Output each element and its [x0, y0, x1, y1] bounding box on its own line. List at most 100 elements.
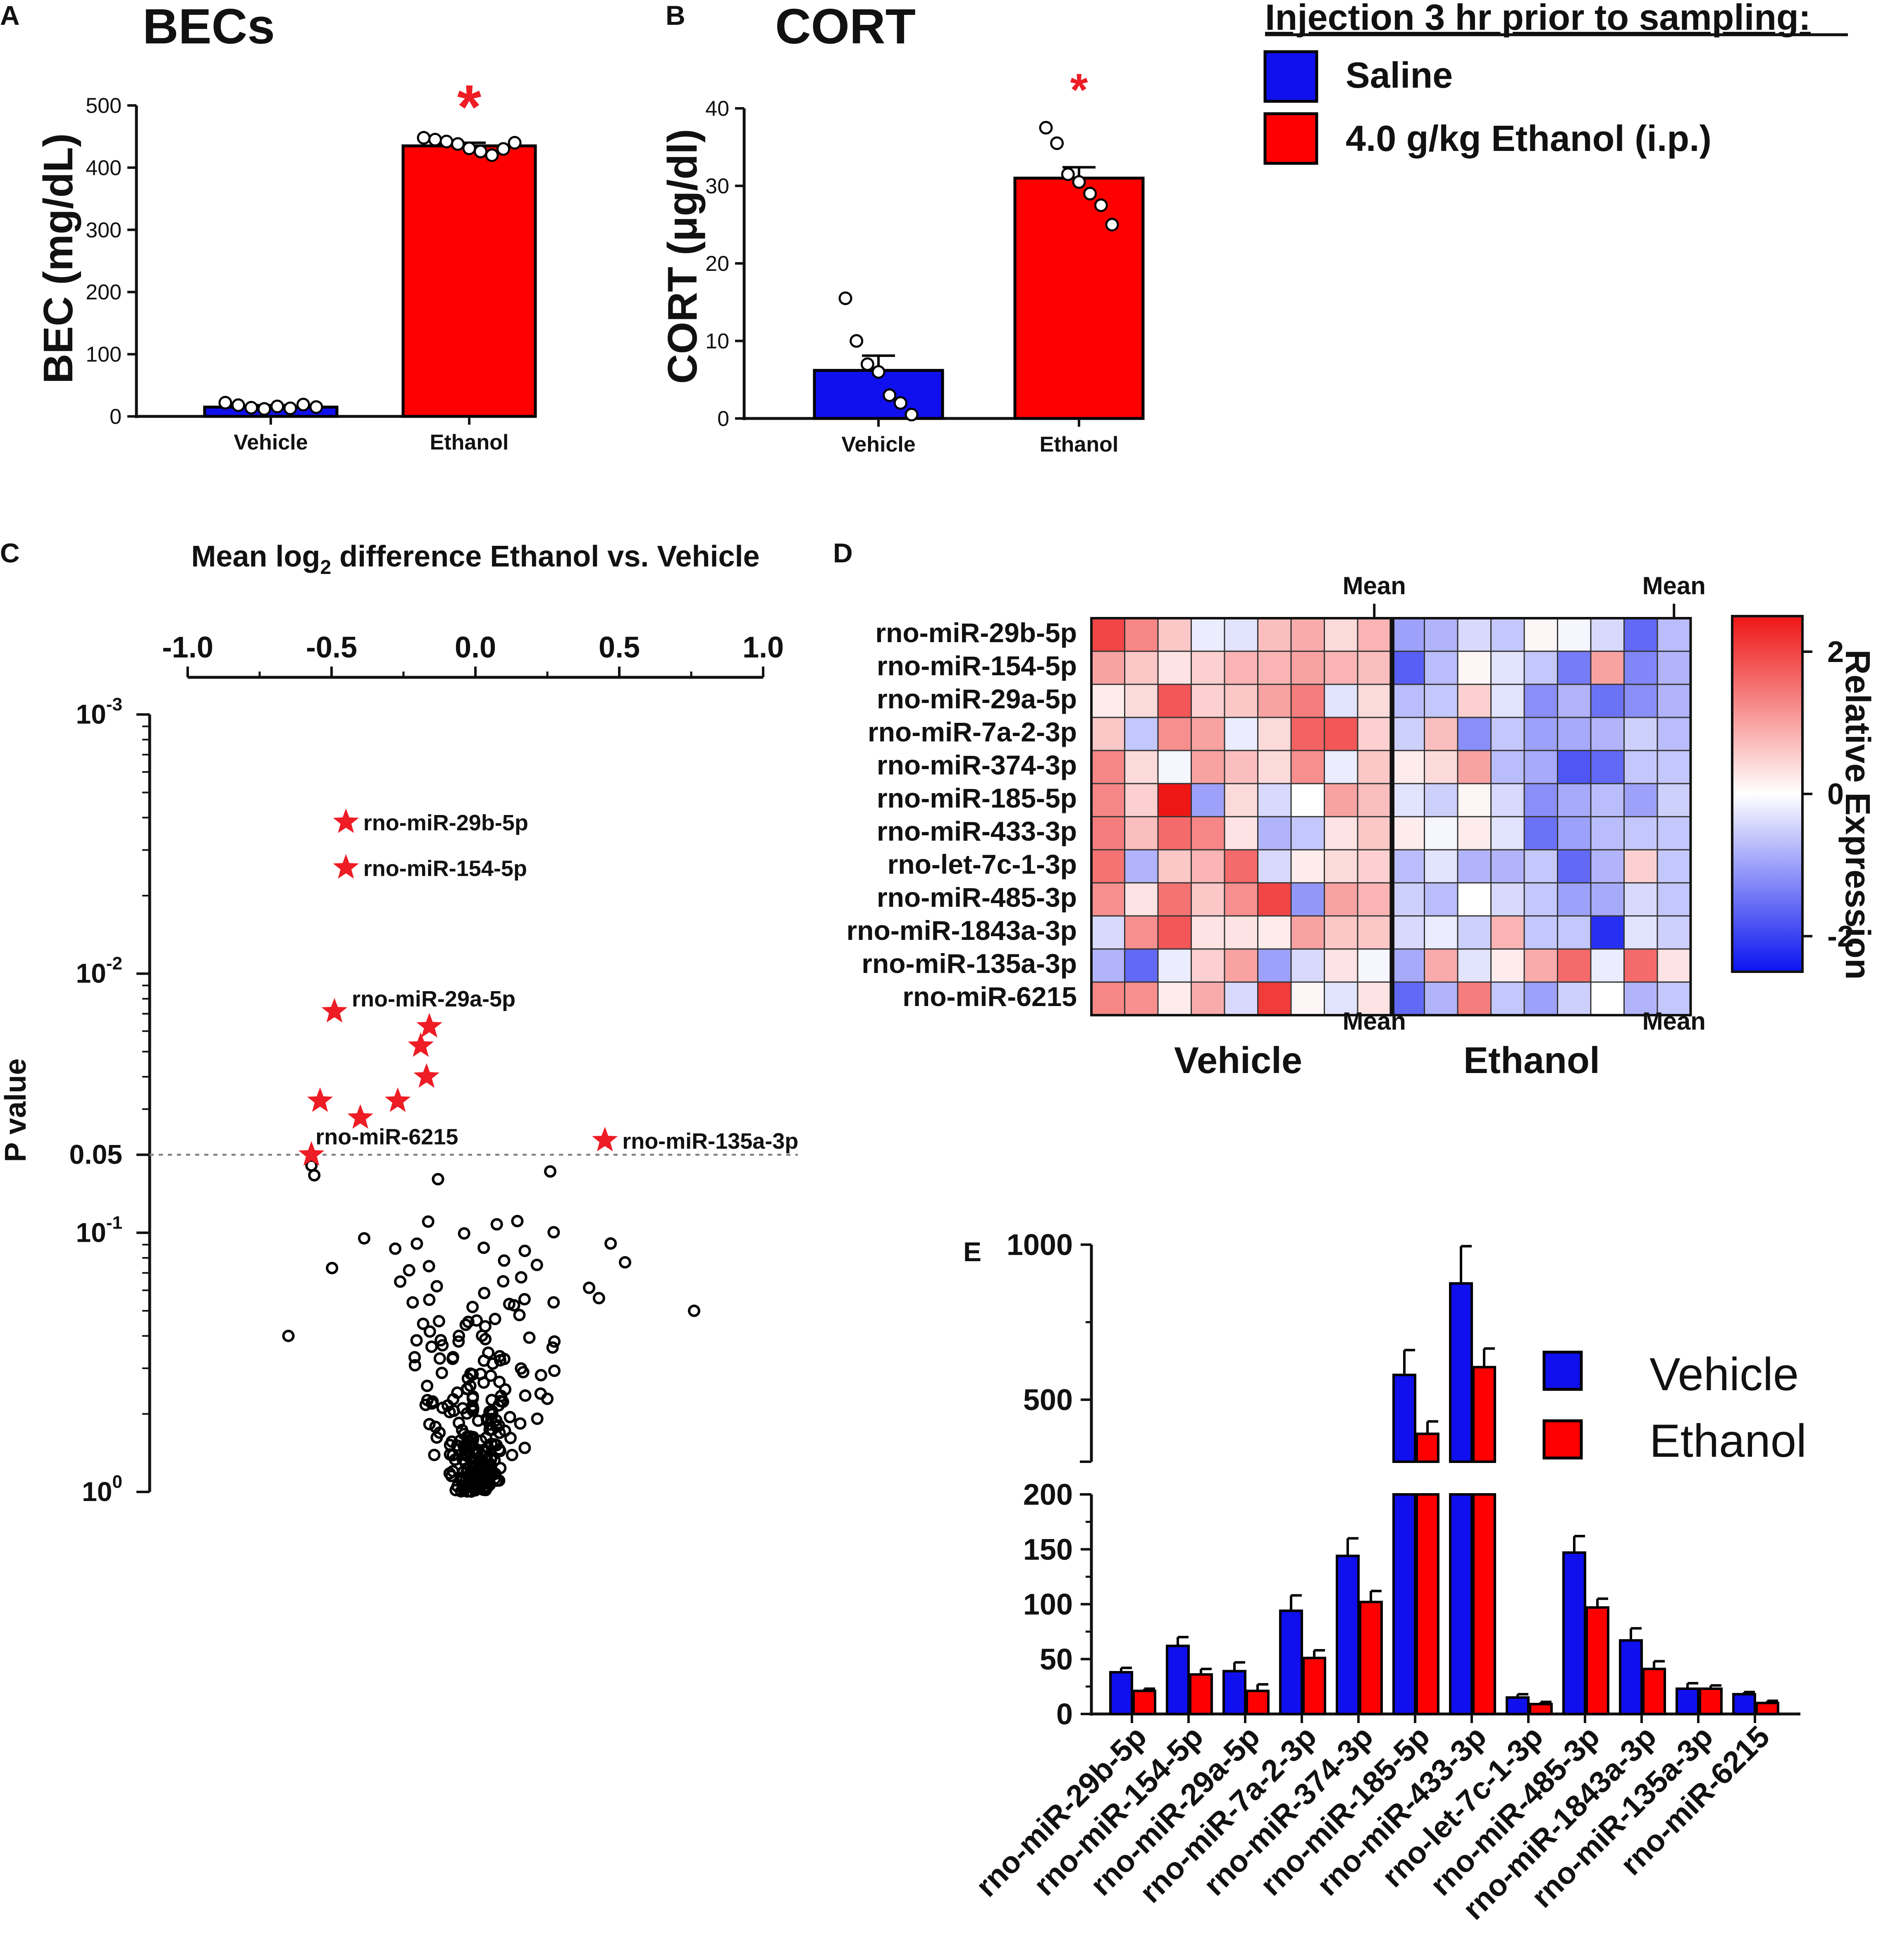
volcano-point [548, 1364, 561, 1377]
heatmap-cell-vehicle [1124, 981, 1159, 1016]
volcano-point [485, 1369, 497, 1382]
volcano-point [478, 1287, 491, 1300]
volcano-y-tick-label: 10-1 [76, 1212, 122, 1248]
volcano-x-tick-label: 0.0 [455, 631, 496, 664]
heatmap-cell-vehicle [1224, 948, 1258, 983]
heatmap-cell-ethanol [1657, 882, 1691, 917]
cort-title: CORT [775, 0, 916, 54]
heatmap-cell-vehicle [1191, 981, 1225, 1016]
heatmap-cell-ethanol [1490, 948, 1525, 983]
cort-y-tick-label: 20 [705, 252, 729, 276]
expr-y-tick-label: 100 [1023, 1588, 1073, 1621]
heatmap-cell-ethanol [1657, 816, 1691, 851]
heatmap-cell-ethanol [1424, 617, 1458, 652]
expr-bar-vehicle [1279, 1609, 1303, 1715]
volcano-point [486, 1423, 499, 1436]
heatmap-cell-ethanol [1424, 882, 1458, 917]
heatmap-cell-vehicle [1324, 750, 1358, 784]
heatmap-cell-vehicle [1124, 650, 1159, 685]
bec-y-tick-label: 500 [86, 94, 122, 118]
heatmap-cell-ethanol [1590, 915, 1625, 950]
heatmap-row-label: rno-miR-374-3p [877, 750, 1077, 780]
volcano-point [497, 1275, 510, 1288]
bec-y-tick-label: 400 [86, 156, 122, 180]
expr-bar-ethanol [1132, 1690, 1156, 1716]
volcano-point [436, 1339, 449, 1352]
volcano-significant-star [333, 808, 359, 833]
volcano-point [477, 1241, 490, 1254]
heatmap-cell-ethanol [1623, 783, 1658, 817]
heatmap-cell-ethanol [1590, 717, 1625, 751]
volcano-point [497, 1395, 509, 1408]
expr-bar-ethanol [1585, 1606, 1609, 1716]
heatmap-cell-vehicle [1324, 849, 1358, 884]
volcano-point [446, 1465, 459, 1477]
heatmap-cell-vehicle [1324, 915, 1358, 950]
heatmap-cell-vehicle [1357, 617, 1392, 652]
volcano-point [444, 1439, 456, 1451]
volcano-point [417, 1317, 430, 1330]
heatmap-cell-ethanol [1424, 684, 1458, 718]
heatmap-cell-ethanol [1657, 617, 1691, 652]
heatmap-cell-ethanol [1390, 717, 1425, 751]
cort-data-point [1039, 121, 1053, 135]
heatmap-cell-vehicle [1157, 617, 1192, 652]
heatmap-cell-ethanol [1390, 816, 1425, 851]
volcano-point [394, 1275, 407, 1288]
volcano-point [535, 1369, 547, 1382]
heatmap-cell-vehicle [1191, 650, 1225, 685]
volcano-y-tick-exponent: -3 [106, 694, 122, 715]
bec-data-point [309, 400, 323, 414]
heatmap-cell-ethanol [1657, 981, 1691, 1016]
volcano-point [411, 1237, 423, 1250]
colorbar-tick-label: 2 [1827, 636, 1844, 669]
volcano-significant-star [307, 1087, 333, 1112]
expr-y-tick-label: 500 [1023, 1384, 1073, 1417]
heatmap-cell-vehicle [1191, 948, 1225, 983]
volcano-point [446, 1351, 459, 1364]
heatmap-cell-ethanol [1590, 816, 1625, 851]
volcano-significant-star [413, 1063, 439, 1088]
heatmap-cell-vehicle [1191, 915, 1225, 950]
heatmap-cell-vehicle [1257, 783, 1292, 817]
expr-bar-ethanol-lower [1416, 1493, 1439, 1715]
volcano-x-tick-label: -1.0 [162, 631, 213, 664]
heatmap-cell-vehicle [1224, 617, 1258, 652]
heatmap-cell-ethanol [1390, 650, 1425, 685]
heatmap-cell-ethanol [1557, 783, 1592, 817]
volcano-point [530, 1259, 543, 1272]
heatmap-cell-ethanol [1523, 783, 1558, 817]
heatmap-cell-ethanol [1657, 948, 1691, 983]
volcano-point [461, 1382, 474, 1395]
volcano-point [547, 1226, 560, 1239]
heatmap-cell-vehicle [1124, 948, 1159, 983]
heatmap-cell-vehicle [1357, 915, 1392, 950]
heatmap-row-label: rno-miR-185-5p [877, 783, 1077, 813]
heatmap-cell-vehicle [1224, 981, 1258, 1016]
heatmap-cell-ethanol [1457, 684, 1492, 718]
heatmap-cell-ethanol [1490, 882, 1525, 917]
heatmap-cell-vehicle [1257, 849, 1292, 884]
bec-data-point [283, 401, 297, 415]
expr-bar-ethanol-lower [1472, 1493, 1496, 1715]
cort-data-point [860, 357, 874, 371]
heatmap-cell-vehicle [1091, 650, 1125, 685]
bec-data-point [296, 397, 310, 411]
heatmap-cell-vehicle [1124, 882, 1159, 917]
volcano-point [447, 1393, 460, 1406]
heatmap-cell-vehicle [1091, 981, 1125, 1016]
bec-data-point [270, 399, 284, 414]
heatmap-cell-ethanol [1457, 650, 1492, 685]
volcano-y-tick-exponent: -1 [106, 1212, 122, 1233]
heatmap-cell-vehicle [1324, 948, 1358, 983]
cort-data-point [1094, 198, 1108, 212]
heatmap-cell-ethanol [1490, 915, 1525, 950]
heatmap-cell-vehicle [1091, 617, 1125, 652]
heatmap-cell-vehicle [1124, 750, 1159, 784]
volcano-point-label: rno-miR-154-5p [363, 856, 527, 881]
volcano-point [503, 1298, 516, 1310]
heatmap-cell-ethanol [1457, 948, 1492, 983]
heatmap-cell-ethanol [1557, 915, 1592, 950]
volcano-point [422, 1215, 434, 1228]
heatmap-cell-vehicle [1124, 617, 1159, 652]
